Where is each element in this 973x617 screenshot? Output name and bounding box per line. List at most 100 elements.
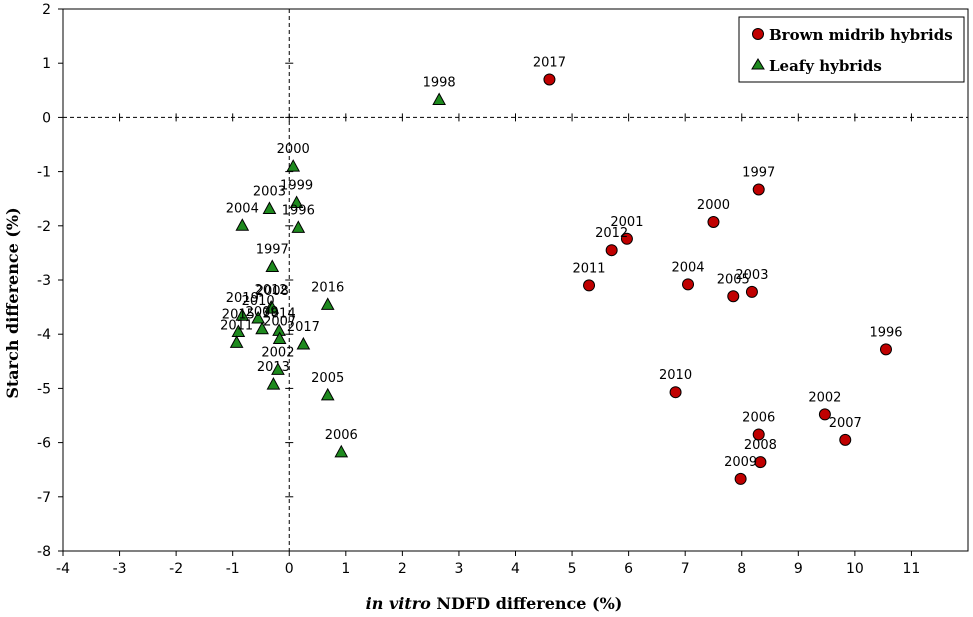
y-tick-label: -1	[37, 165, 51, 181]
point-label: 2009	[724, 455, 757, 470]
point-label: 1996	[282, 203, 315, 218]
point-brown-midrib-2003	[745, 285, 758, 298]
point-label: 2000	[277, 142, 310, 157]
x-axis-title: in vitro NDFD difference (%)	[366, 594, 623, 613]
point-label: 2012	[255, 283, 288, 298]
y-tick-label: 0	[42, 110, 51, 126]
x-tick-label: -1	[226, 561, 240, 577]
point-label: 2006	[325, 428, 358, 443]
point-brown-midrib-2006	[752, 428, 765, 441]
point-leafy-2013	[266, 377, 281, 390]
point-leafy-2019	[235, 308, 250, 321]
x-tick-label: 9	[794, 561, 803, 577]
point-label: 2011	[220, 318, 253, 333]
point-label: 2000	[697, 198, 730, 213]
point-label: 2017	[287, 320, 320, 335]
point-label: 2002	[261, 345, 294, 360]
legend-marker-leafy	[751, 58, 765, 70]
point-label: 2007	[829, 416, 862, 431]
point-label: 2008	[744, 438, 777, 453]
point-label: 1997	[742, 165, 775, 180]
point-leafy-2016	[320, 297, 335, 310]
x-tick-label: 7	[681, 561, 690, 577]
point-label: 1999	[280, 178, 313, 193]
point-leafy-2004	[235, 218, 250, 231]
point-leafy-2017	[296, 336, 311, 350]
y-tick-label: -8	[37, 544, 51, 560]
point-label: 2009	[246, 305, 279, 320]
x-tick-label: -3	[113, 561, 127, 577]
point-leafy-2000	[286, 159, 301, 172]
axis-ticks: -4 -3 -2 -1 0 1 2 3 4 5 6 7 8 9 10 11 -8 -7 -6 -5 -4 -3 -2 -1 0 1…	[37, 2, 920, 577]
point-leafy-1996	[291, 220, 306, 233]
point-brown-midrib-2005	[727, 290, 740, 303]
legend-label-leafy: Leafy hybrids	[769, 57, 882, 75]
x-tick-label: 6	[624, 561, 633, 577]
point-label: 2008	[256, 284, 289, 299]
point-label: 1996	[869, 325, 902, 340]
point-brown-midrib-2017	[543, 73, 556, 86]
x-tick-label: 1	[341, 561, 350, 577]
y-tick-label: 2	[42, 2, 51, 18]
point-brown-midrib-2000	[707, 216, 720, 229]
point-leafy-2005	[320, 387, 335, 401]
point-leafy-2008	[265, 301, 280, 314]
point-leafy-1997	[265, 259, 280, 272]
point-label: 1997	[256, 242, 289, 257]
point-label: 2006	[742, 410, 775, 425]
legend: Brown midrib hybrids Leafy hybrids	[738, 16, 965, 83]
point-label: 2017	[533, 55, 566, 70]
point-label: 2010	[242, 294, 275, 309]
point-leafy-2015	[231, 324, 246, 337]
point-label: 2002	[808, 390, 841, 405]
point-label: 2005	[311, 371, 344, 386]
y-tick-label: -5	[37, 381, 51, 397]
point-leafy-2009	[255, 321, 269, 335]
point-label: 2015	[222, 307, 255, 322]
legend-label-brown-midrib: Brown midrib hybrids	[769, 26, 953, 44]
point-label: 2003	[253, 184, 286, 199]
plot-area	[62, 8, 969, 552]
point-brown-midrib-2004	[682, 278, 695, 291]
point-label: 2003	[735, 268, 768, 283]
x-tick-label: 5	[568, 561, 577, 577]
point-label: 2012	[595, 226, 628, 241]
point-label: 2005	[717, 272, 750, 287]
y-tick-label: -7	[37, 490, 51, 506]
y-tick-label: 1	[42, 56, 51, 72]
point-brown-midrib-2009	[734, 472, 747, 485]
point-leafy-2011	[229, 335, 244, 348]
x-tick-label: 10	[846, 561, 864, 577]
y-tick-label: -6	[37, 436, 51, 452]
point-brown-midrib-1996	[879, 343, 892, 356]
point-label: 2014	[263, 306, 296, 321]
point-leafy-1999	[289, 195, 304, 208]
point-label: 2004	[226, 201, 259, 216]
point-leafy-2007	[272, 331, 287, 345]
x-tick-label: 8	[737, 561, 746, 577]
x-axis-title-rest: NDFD difference (%)	[431, 594, 623, 613]
point-brown-midrib-2008	[754, 456, 767, 469]
legend-marker-brown-midrib	[752, 28, 764, 40]
point-label: 2004	[671, 260, 704, 275]
point-label: 2007	[263, 315, 296, 330]
x-tick-label: -4	[56, 561, 70, 577]
point-brown-midrib-2001	[620, 232, 633, 245]
x-tick-label: -2	[169, 561, 183, 577]
point-label: 2010	[659, 368, 692, 383]
point-label: 2016	[311, 280, 344, 295]
point-brown-midrib-2007	[839, 433, 852, 446]
x-tick-label: 4	[511, 561, 520, 577]
point-label: 2001	[610, 215, 643, 230]
point-brown-midrib-2012	[605, 244, 618, 257]
legend-box	[738, 16, 965, 83]
y-axis-title: Starch difference (%)	[3, 207, 22, 398]
point-brown-midrib-2002	[818, 408, 831, 421]
point-label: 2019	[226, 291, 259, 306]
point-label: 2011	[572, 261, 605, 276]
x-tick-label: 0	[285, 561, 294, 577]
x-tick-label: 3	[454, 561, 463, 577]
x-tick-label: 2	[398, 561, 407, 577]
